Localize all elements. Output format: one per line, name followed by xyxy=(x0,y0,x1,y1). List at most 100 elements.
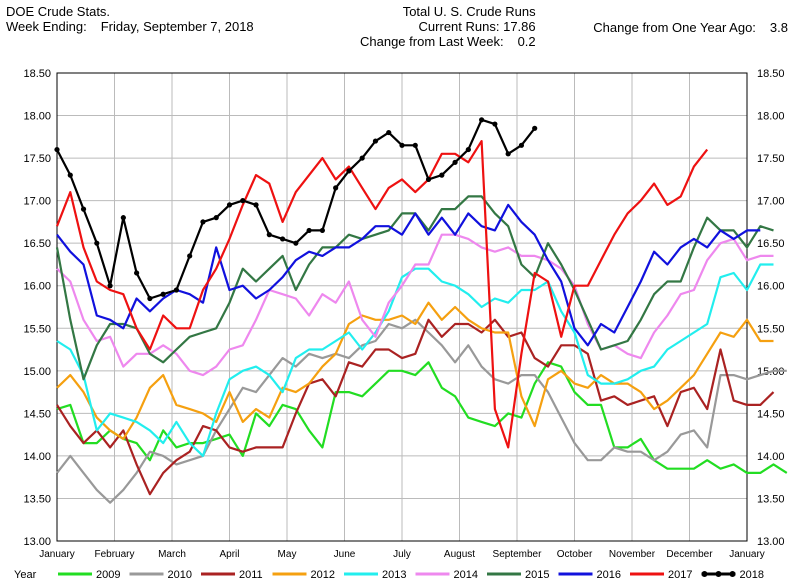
series-point-2018 xyxy=(518,142,525,148)
series-line-2018 xyxy=(56,118,536,300)
week-change-value: 0.2 xyxy=(517,34,536,49)
week-ending-label: Week Ending: xyxy=(6,19,87,34)
legend-label-2015: 2015 xyxy=(525,569,549,581)
series-point-2018 xyxy=(120,215,126,221)
current-runs-value: 17.86 xyxy=(503,19,536,34)
x-tick-label: November xyxy=(609,549,656,560)
y-tick-label-left: 14.50 xyxy=(23,408,51,420)
series-point-2018 xyxy=(200,219,206,225)
series-point-2018 xyxy=(107,283,113,289)
header-right: Change from One Year Ago: 3.8 xyxy=(593,20,788,35)
header-center: Total U. S. Crude Runs Current Runs: 17.… xyxy=(360,4,536,49)
y-tick-label-right: 16.50 xyxy=(757,238,785,250)
header-left: DOE Crude Stats. Week Ending: Friday, Sep… xyxy=(6,4,254,34)
y-tick-label-left: 18.00 xyxy=(23,111,51,123)
series-point-2018 xyxy=(505,151,511,157)
series-point-2018 xyxy=(399,142,405,148)
y-tick-label-left: 16.50 xyxy=(23,238,51,250)
y-tick-label-left: 17.50 xyxy=(23,153,51,165)
series-point-2018 xyxy=(386,129,392,136)
series-point-2018 xyxy=(532,125,538,131)
y-tick-label-right: 18.50 xyxy=(757,68,785,80)
series-point-2018 xyxy=(372,138,379,144)
x-tick-label: June xyxy=(334,549,356,560)
series-point-2018 xyxy=(213,215,219,221)
y-tick-label-right: 16.00 xyxy=(757,281,785,293)
series-point-2018 xyxy=(412,142,418,148)
y-tick-label-left: 14.00 xyxy=(23,451,51,463)
legend-title: Year xyxy=(14,569,37,581)
series-point-2018 xyxy=(80,206,87,212)
series-point-2018 xyxy=(319,227,325,234)
x-tick-label: April xyxy=(219,549,239,560)
series-point-2018 xyxy=(253,202,259,208)
week-ending-date: Friday, September 7, 2018 xyxy=(100,19,254,34)
series-point-2018 xyxy=(226,202,233,208)
series-point-2018 xyxy=(67,172,73,178)
y-tick-label-left: 13.50 xyxy=(23,493,51,505)
week-change: Change from Last Week: 0.2 xyxy=(360,34,536,49)
y-tick-label-right: 13.50 xyxy=(757,493,785,505)
legend-marker xyxy=(701,571,708,577)
y-tick-label-right: 13.00 xyxy=(757,536,785,548)
current-runs: Current Runs: 17.86 xyxy=(360,19,536,34)
y-tick-label-left: 18.50 xyxy=(23,68,51,80)
series-point-2018 xyxy=(333,185,339,191)
series-point-2018 xyxy=(425,176,432,182)
series-line-2010 xyxy=(56,318,787,504)
series-line-2017 xyxy=(55,140,709,449)
source-label: DOE Crude Stats. xyxy=(6,4,111,19)
series-point-2018 xyxy=(187,253,193,259)
y-tick-label-left: 16.00 xyxy=(23,281,51,293)
legend-label-2010: 2010 xyxy=(168,569,192,581)
y-tick-label-left: 17.00 xyxy=(23,196,51,208)
year-change-value: 3.8 xyxy=(769,20,788,35)
series-point-2018 xyxy=(94,240,100,246)
x-tick-label: March xyxy=(158,549,186,560)
series-point-2018 xyxy=(279,236,286,242)
legend-label-2014: 2014 xyxy=(454,569,478,581)
series-point-2018 xyxy=(240,198,246,204)
legend-label-2012: 2012 xyxy=(311,569,335,581)
week-change-label: Change from Last Week: xyxy=(360,34,504,49)
year-change-label: Change from One Year Ago: xyxy=(593,20,756,35)
series-point-2018 xyxy=(147,295,153,302)
legend-label-2011: 2011 xyxy=(239,569,263,581)
y-tick-label-left: 13.00 xyxy=(23,536,51,548)
week-ending: Week Ending: Friday, September 7, 2018 xyxy=(6,19,254,34)
series-point-2018 xyxy=(173,287,180,293)
series-line-2014 xyxy=(56,233,774,377)
legend-marker xyxy=(715,571,722,577)
x-tick-label: January xyxy=(729,549,765,560)
series-point-2018 xyxy=(346,168,352,174)
y-tick-label-left: 15.00 xyxy=(23,366,51,378)
series-point-2018 xyxy=(439,172,445,178)
series-point-2018 xyxy=(54,146,60,153)
series-point-2018 xyxy=(160,291,166,297)
x-axis: January February March April May June July Augu… xyxy=(39,549,765,560)
x-tick-label: October xyxy=(557,549,593,560)
series-layer xyxy=(54,117,788,504)
series-point-2018 xyxy=(266,232,272,238)
series-point-2018 xyxy=(492,121,498,127)
x-tick-label: January xyxy=(39,549,75,560)
legend-label-2009: 2009 xyxy=(96,569,120,581)
x-tick-label: August xyxy=(444,549,475,560)
series-point-2018 xyxy=(479,117,485,123)
chart-title: Total U. S. Crude Runs xyxy=(402,4,536,19)
x-tick-label: December xyxy=(666,549,713,560)
y-tick-label-right: 17.50 xyxy=(757,153,785,165)
series-line-2012 xyxy=(56,301,774,440)
series-point-2018 xyxy=(465,146,471,153)
x-tick-label: May xyxy=(278,549,297,560)
x-tick-label: February xyxy=(94,549,134,560)
legend-label-2018: 2018 xyxy=(740,569,764,581)
y-tick-label-right: 14.50 xyxy=(757,408,785,420)
y-tick-label-left: 15.50 xyxy=(23,323,51,335)
y-axis-right: 13.0013.5014.0014.5015.0015.5016.0016.50… xyxy=(757,68,785,548)
y-tick-label-right: 14.00 xyxy=(757,451,785,463)
series-line-2013 xyxy=(56,263,774,457)
y-tick-label-right: 17.00 xyxy=(757,196,785,208)
series-point-2018 xyxy=(134,270,140,276)
y-tick-label-right: 15.50 xyxy=(757,323,785,335)
